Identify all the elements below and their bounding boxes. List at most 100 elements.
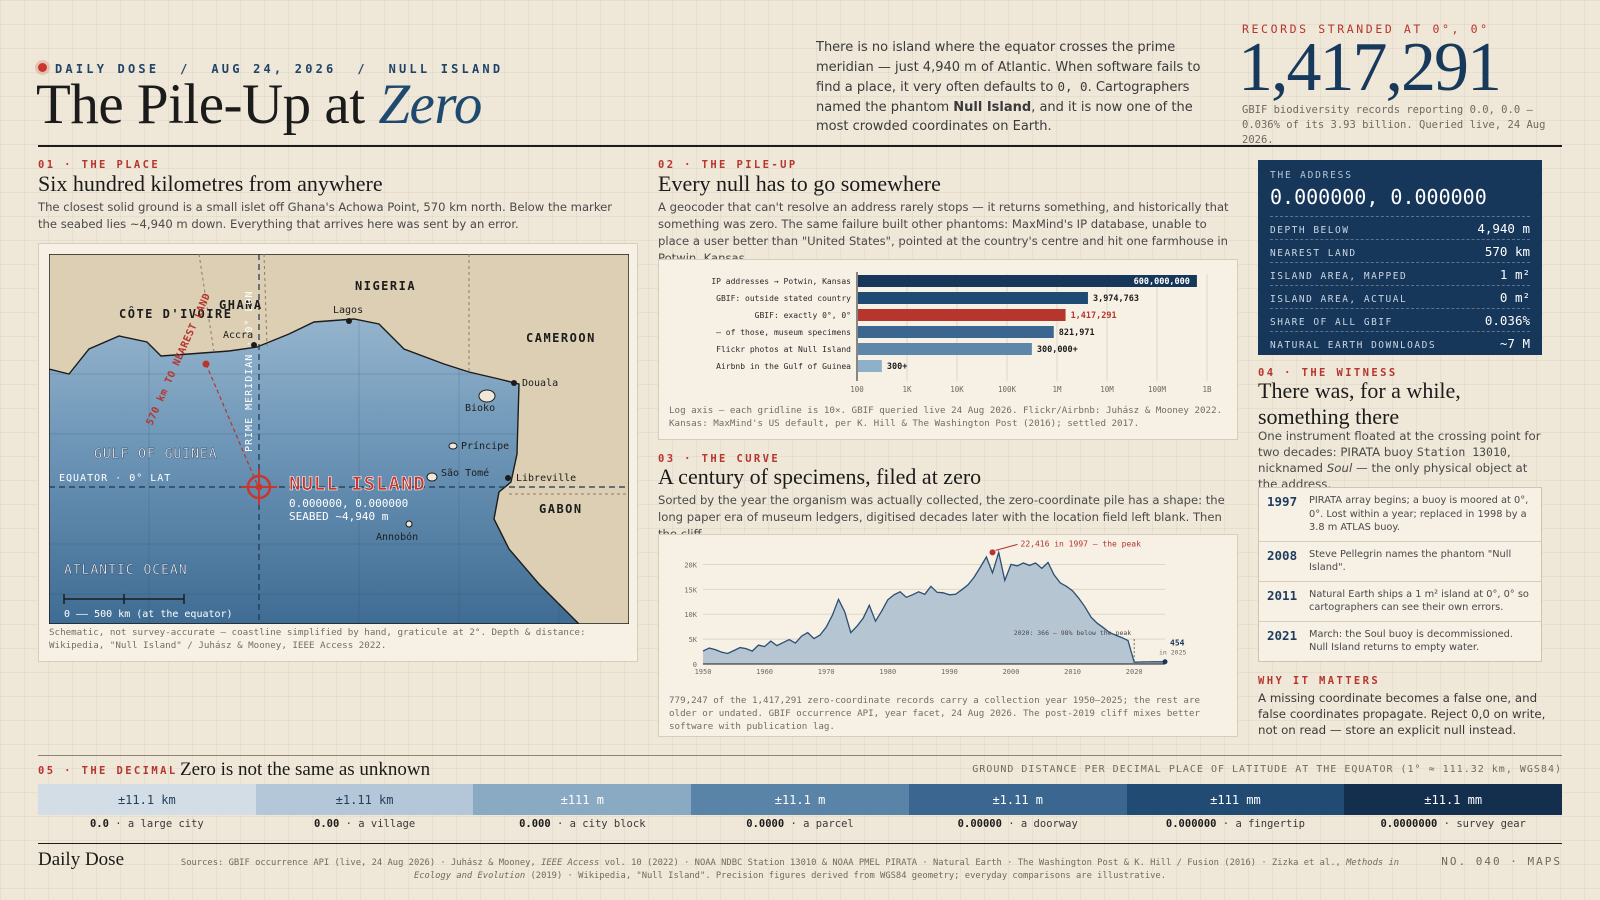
decimal-cell: ±111 m bbox=[473, 784, 692, 815]
address-row: ISLAND AREA, MAPPED 1 m² bbox=[1270, 262, 1530, 285]
label-cote-divoire: CÔTE D'IVOIRE bbox=[119, 306, 232, 321]
timeline-year: 2021 bbox=[1267, 627, 1298, 643]
area-y-tick: 10K bbox=[684, 611, 697, 619]
label-null-seabed: SEABED ~4,940 m bbox=[289, 510, 389, 523]
label-equator: EQUATOR · 0° LAT bbox=[59, 473, 171, 484]
pileup-tag: 02 · THE PILE-UP bbox=[658, 159, 798, 171]
label-sao-tome: São Tomé bbox=[441, 467, 489, 479]
decimal-label-number: 0.00 bbox=[314, 818, 340, 830]
decimal-label-number: 0.0 bbox=[89, 818, 109, 830]
decimal-label: 0.0000 · a parcel bbox=[691, 818, 909, 830]
address-row-key: NEAREST LAND bbox=[1270, 248, 1357, 259]
bar bbox=[858, 326, 1054, 338]
bar bbox=[858, 275, 1197, 287]
area-x-tick: 1950 bbox=[695, 668, 712, 676]
sources-em-2: Methods in Ecology and Evolution bbox=[413, 858, 1400, 881]
label-gulf-of-guinea: GULF OF GUINEA bbox=[94, 447, 218, 462]
kicker: DAILY DOSE / AUG 24, 2026 / NULL ISLAND bbox=[38, 62, 503, 76]
decimal-label: 0.0000000 · survey gear bbox=[1344, 818, 1562, 830]
decimal-label-number: 0.0000 bbox=[746, 818, 785, 830]
decimal-label-number: 0.000 bbox=[519, 818, 551, 830]
intro-text-2: . Cartographers named the phantom bbox=[816, 80, 1190, 115]
intro-code: 0, 0 bbox=[1057, 79, 1088, 94]
timeline-text: PIRATA array begins; a buoy is moored at… bbox=[1309, 495, 1529, 533]
island-annobon bbox=[405, 520, 413, 528]
label-lagos: Lagos bbox=[333, 305, 363, 316]
decimal-cell: ±11.1 m bbox=[691, 784, 909, 815]
area-peak-point bbox=[989, 549, 996, 556]
decimal-label-desc: · a village bbox=[339, 818, 416, 830]
area-line bbox=[702, 549, 1166, 663]
timeline-text: March: the Soul buoy is decommissioned. … bbox=[1309, 628, 1513, 654]
address-row-key: DEPTH BELOW bbox=[1270, 225, 1350, 236]
title-main: The Pile-Up at bbox=[36, 73, 379, 136]
bar-value-label: 3,974,763 bbox=[1093, 294, 1139, 304]
decimal-label: 0.000 · a city block bbox=[473, 818, 691, 830]
address-row-value: 0.036% bbox=[1484, 313, 1530, 328]
island-bioko bbox=[478, 389, 496, 403]
address-row: NEAREST LAND 570 km bbox=[1270, 239, 1530, 262]
address-row-key: ISLAND AREA, ACTUAL bbox=[1270, 294, 1408, 305]
label-ghana: GHANA bbox=[219, 298, 263, 312]
scale-bar bbox=[63, 594, 185, 604]
decimal-cell: ±1.11 m bbox=[908, 784, 1127, 815]
area-x-tick: 1970 bbox=[818, 668, 835, 676]
timeline-row: 2008 Steve Pellegrin names the phantom "N… bbox=[1259, 542, 1541, 582]
address-row-value: 0 m² bbox=[1499, 290, 1530, 305]
decimal-tag: 05 · THE DECIMAL bbox=[38, 765, 178, 777]
city-lagos-dot bbox=[346, 318, 352, 324]
timeline-text: Steve Pellegrin names the phantom "Null … bbox=[1309, 548, 1512, 574]
address-row: DEPTH BELOW 4,940 m bbox=[1270, 216, 1530, 239]
decimal-cell: ±1.11 km bbox=[255, 784, 474, 815]
area-x-tick: 2020 bbox=[1126, 668, 1143, 676]
timeline-year: 1997 bbox=[1267, 494, 1298, 509]
address-rows: DEPTH BELOW 4,940 m NEAREST LAND 570 km ISLA… bbox=[1270, 216, 1530, 354]
witness-body: One instrument floated at the crossing p… bbox=[1258, 428, 1548, 492]
bar-category-label: GBIF: exactly 0°, 0° bbox=[755, 311, 851, 320]
place-body: The closest solid ground is a small isle… bbox=[38, 200, 613, 231]
timeline-year: 2011 bbox=[1267, 587, 1298, 603]
sources-text-1: Sources: GBIF occurrence API (live, 24 A… bbox=[180, 858, 542, 868]
address-row-key: NATURAL EARTH DOWNLOADS bbox=[1270, 340, 1437, 351]
pileup-panel: 100 1K 10K 100K 1M 10M 100M 1B IP addresses → Po… bbox=[658, 259, 1238, 440]
bar-value-label: 600,000,000 bbox=[1134, 277, 1190, 287]
nearest-land-point bbox=[202, 360, 210, 368]
sources-em-1: IEEE Access bbox=[541, 858, 600, 868]
map-panel: CÔTE D'IVOIRE GHANA NIGERIA CAMEROON GAB… bbox=[38, 243, 638, 662]
address-card: THE ADDRESS 0.000000, 0.000000 DEPTH BEL… bbox=[1258, 160, 1542, 355]
bar-x-tick: 1K bbox=[902, 385, 912, 394]
page-title: The Pile-Up at Zero bbox=[36, 72, 482, 137]
decimal-cell: ±111 mm bbox=[1126, 784, 1345, 815]
stat-label: RECORDS STRANDED AT 0°, 0° bbox=[1242, 22, 1490, 36]
stat-caption: GBIF biodiversity records reporting 0.0,… bbox=[1242, 104, 1546, 146]
city-libreville-dot bbox=[505, 475, 511, 481]
intro-bold: Null Island bbox=[953, 99, 1032, 115]
label-atlantic: ATLANTIC OCEAN bbox=[64, 563, 188, 578]
area-peak-leader bbox=[995, 543, 1018, 551]
bar-x-tick: 1M bbox=[1052, 385, 1062, 394]
address-row-value: 1 m² bbox=[1499, 267, 1530, 282]
bar-category-label: Airbnb in the Gulf of Guinea bbox=[716, 362, 851, 371]
address-row-value: 570 km bbox=[1484, 244, 1530, 259]
footer-sources: Sources: GBIF occurrence API (live, 24 A… bbox=[160, 857, 1420, 882]
bar-x-tick: 10K bbox=[950, 385, 964, 394]
curve-tag: 03 · THE CURVE bbox=[658, 453, 781, 465]
pileup-body: A geocoder that can't resolve an address… bbox=[658, 200, 1229, 265]
island-sao-tome bbox=[426, 472, 438, 482]
decimal-right-label: GROUND DISTANCE PER DECIMAL PLACE OF LAT… bbox=[972, 764, 1562, 775]
timeline-row: 1997 PIRATA array begins; a buoy is moore… bbox=[1259, 488, 1541, 542]
decimal-rule bbox=[38, 755, 1562, 756]
address-row: SHARE OF ALL GBIF 0.036% bbox=[1270, 308, 1530, 331]
label-douala: Douala bbox=[522, 378, 558, 389]
timeline-row: 2011 Natural Earth ships a 1 m² island at… bbox=[1259, 582, 1541, 622]
address-row-key: SHARE OF ALL GBIF bbox=[1270, 317, 1393, 328]
bar-value-label: 300,000+ bbox=[1037, 345, 1078, 355]
decimal-label-number: 0.0000000 bbox=[1380, 818, 1438, 830]
island-principe bbox=[448, 442, 458, 450]
header-rule bbox=[38, 145, 1562, 147]
timeline-text: Natural Earth ships a 1 m² island at 0°,… bbox=[1309, 588, 1529, 614]
label-scale: 0 —— 500 km (at the equator) bbox=[64, 609, 233, 620]
label-null-coords: 0.000000, 0.000000 bbox=[289, 497, 408, 510]
bar-x-tick: 100M bbox=[1148, 385, 1167, 394]
curve-title: A century of specimens, filed at zero bbox=[658, 464, 982, 489]
